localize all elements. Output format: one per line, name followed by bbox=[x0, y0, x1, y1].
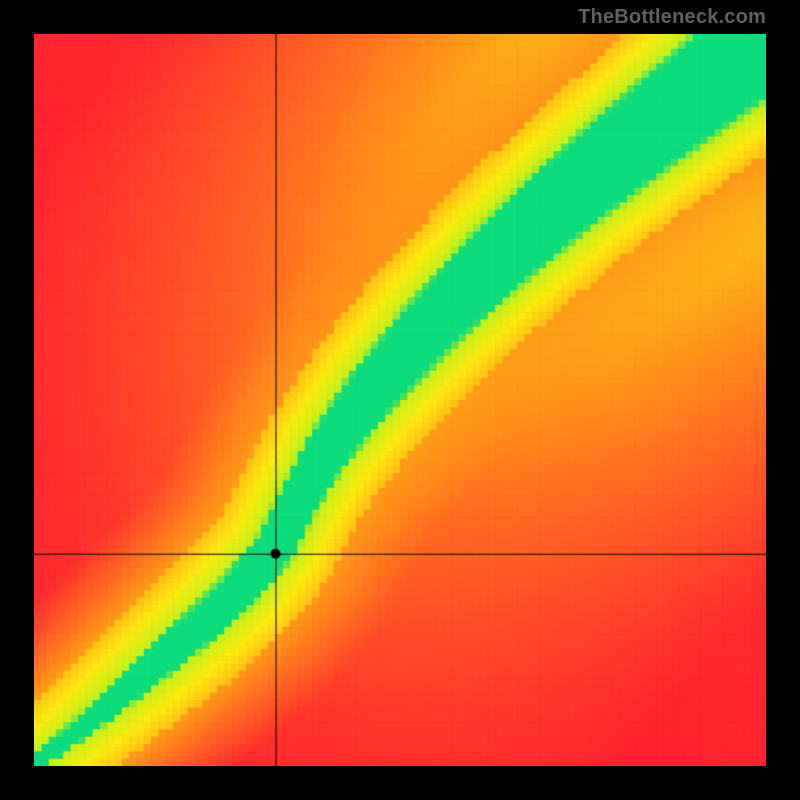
chart-container: { "watermark": { "text": "TheBottleneck.… bbox=[0, 0, 800, 800]
bottleneck-heatmap bbox=[34, 34, 766, 766]
watermark-text: TheBottleneck.com bbox=[578, 6, 766, 29]
